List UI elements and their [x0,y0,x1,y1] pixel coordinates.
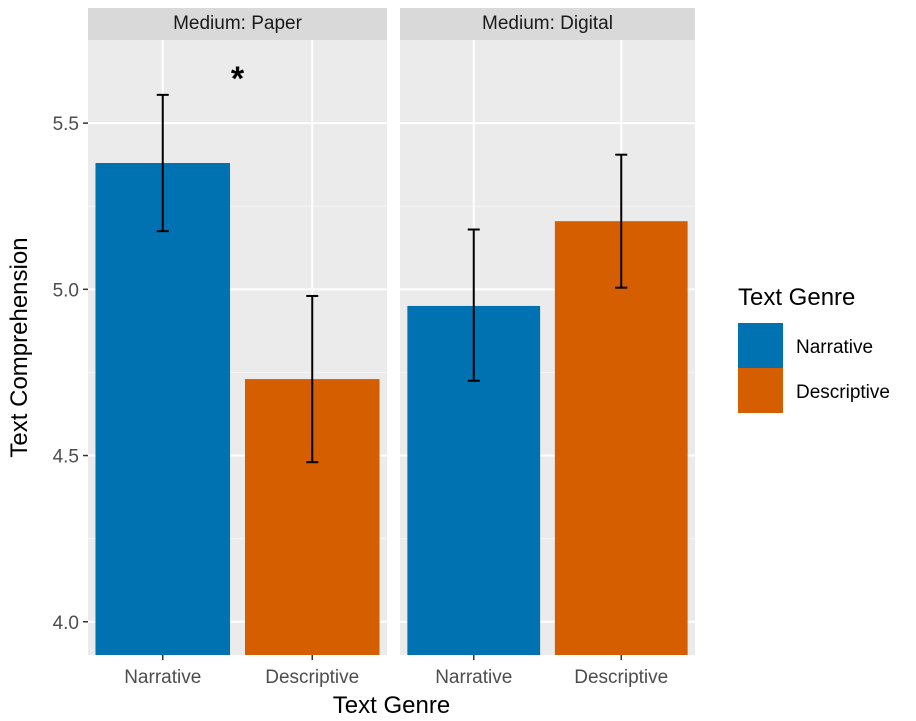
x-tick-label: Narrative [435,667,512,688]
legend-label: Narrative [796,337,873,358]
x-tick-label: Narrative [124,667,201,688]
significance-marker: * [231,60,245,98]
legend-title: Text Genre [738,284,855,311]
bar-narrative [95,163,231,655]
facet-strip-label: Medium: Digital [482,13,613,34]
y-axis-title: Text Comprehension [6,237,33,457]
x-axis-title: Text Genre [333,692,450,719]
legend-key-descriptive [738,368,783,413]
y-tick-label: 5.0 [53,280,79,301]
bar-descriptive [554,221,688,656]
y-tick-label: 4.0 [53,613,79,634]
x-tick-label: Descriptive [265,667,359,688]
facet-strip-label: Medium: Paper [173,13,303,34]
facet-strip [400,8,695,40]
y-tick-label: 5.5 [53,114,79,135]
y-tick-label: 4.5 [53,447,79,468]
legend-key-narrative [738,323,783,368]
legend-label: Descriptive [796,382,890,403]
facet-strip [88,8,387,40]
x-tick-label: Descriptive [574,667,668,688]
